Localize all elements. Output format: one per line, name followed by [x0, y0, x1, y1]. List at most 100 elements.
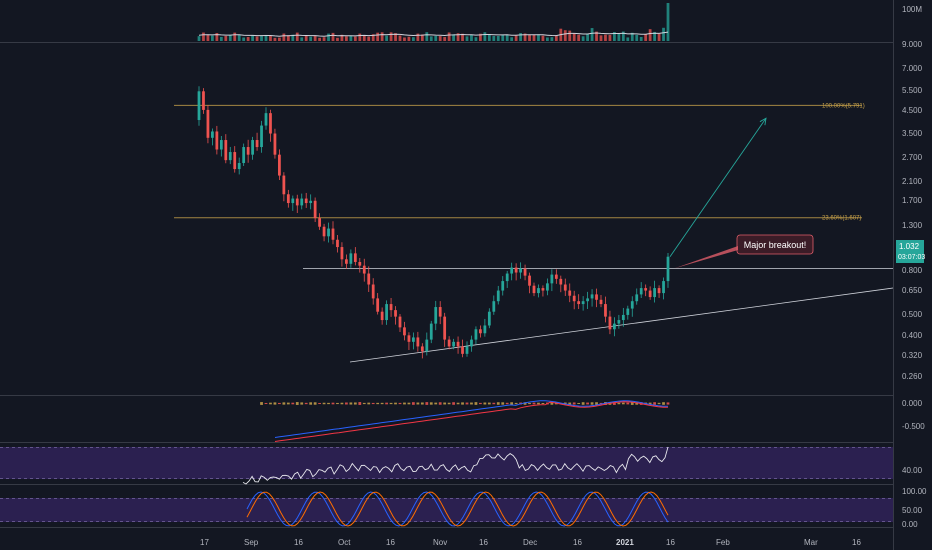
macd-bar — [340, 402, 344, 405]
candle-body — [635, 294, 639, 302]
macd-bar — [586, 402, 589, 405]
candle-body — [304, 198, 308, 204]
candle — [242, 143, 246, 166]
volume-bar — [626, 37, 630, 41]
volume-bar — [425, 32, 429, 41]
candle — [514, 263, 518, 281]
macd-bar — [599, 402, 603, 405]
volume-bars — [197, 3, 670, 41]
candle — [282, 172, 286, 202]
macd-bar — [470, 402, 473, 405]
candle-body — [291, 198, 295, 204]
time-tick-year: 2021 — [616, 538, 634, 547]
candle — [532, 282, 536, 297]
candle-body — [438, 307, 442, 317]
volume-bar — [233, 32, 237, 41]
volume-bar — [398, 35, 402, 41]
macd-bar — [617, 402, 621, 405]
candle-body — [630, 301, 634, 309]
candle — [269, 109, 272, 142]
candle — [479, 325, 482, 338]
macd-bar — [537, 402, 540, 405]
macd-bar — [666, 402, 670, 405]
macd-bar — [492, 402, 496, 405]
candle — [528, 272, 531, 294]
candle — [648, 286, 652, 300]
candle-body — [242, 147, 246, 164]
candle-body — [394, 310, 397, 317]
fib-levels: 100.00%(5.791) 23.60%(1.607) — [174, 103, 865, 222]
macd-bar — [425, 402, 429, 405]
volume-bar — [269, 36, 272, 41]
price-axis[interactable]: 100M 9.000 7.000 5.500 4.500 3.500 2.700… — [896, 5, 927, 529]
candle — [286, 189, 290, 208]
volume-bar — [613, 32, 616, 41]
candle — [523, 264, 527, 281]
current-price-badge — [896, 240, 924, 263]
candle — [550, 269, 554, 292]
candle-body — [202, 91, 205, 110]
volume-bar — [331, 32, 335, 41]
candle-body — [429, 323, 433, 340]
price-tick: 7.000 — [902, 64, 923, 73]
macd-bar — [568, 402, 572, 405]
candle-body — [626, 308, 630, 315]
candle-body — [537, 288, 540, 294]
candle — [309, 194, 313, 210]
candle — [336, 234, 339, 253]
projection-arrow[interactable] — [669, 117, 767, 257]
macd-bar — [479, 402, 482, 405]
pane-separators — [0, 0, 894, 550]
candle-body — [613, 323, 616, 330]
macd-bar — [318, 402, 321, 405]
candle — [367, 266, 371, 292]
volume-bar — [407, 36, 411, 41]
candle — [617, 314, 621, 329]
time-axis[interactable]: 17 Sep 16 Oct 16 Nov 16 Dec 16 2021 16 F… — [200, 538, 861, 547]
macd-bar — [443, 402, 447, 405]
volume-bar — [483, 32, 487, 41]
rsi-axis-tick: 40.00 — [902, 466, 923, 475]
breakout-callout[interactable]: Major breakout! — [674, 234, 814, 269]
candle-body — [501, 281, 505, 291]
macd-bar — [577, 402, 581, 405]
current-price-label: 1.032 — [899, 242, 920, 251]
price-tick: 0.650 — [902, 286, 923, 295]
candle — [322, 223, 326, 242]
candle — [300, 193, 304, 210]
candle — [666, 252, 670, 288]
macd-axis-tick: 0.000 — [902, 399, 923, 408]
macd-bar — [438, 402, 442, 405]
candle — [465, 341, 469, 357]
candle — [604, 296, 607, 323]
macd-bar — [376, 402, 380, 405]
candle — [215, 125, 219, 155]
volume-bar — [246, 37, 250, 41]
macd-bar — [630, 402, 634, 405]
candle — [197, 86, 201, 126]
macd-bar — [461, 402, 464, 405]
candle — [608, 310, 612, 335]
macd-bar — [581, 402, 585, 405]
candle-body — [215, 131, 219, 150]
candle — [595, 288, 598, 308]
volume-bar — [644, 34, 648, 41]
candle-body — [295, 198, 299, 206]
rsi-line — [242, 446, 669, 485]
stoch-band — [0, 498, 893, 522]
volume-bar — [242, 37, 246, 41]
macd-bar — [398, 402, 402, 405]
volume-bar — [537, 34, 540, 41]
macd-bar — [429, 402, 433, 405]
candle — [572, 290, 576, 310]
stoch-axis-tick: 0.00 — [902, 520, 918, 529]
ascending-trendline[interactable] — [349, 287, 894, 363]
volume-bar — [371, 34, 375, 41]
volume-bar — [300, 37, 304, 41]
candle-body — [269, 113, 272, 134]
volume-bar — [420, 34, 424, 41]
candle — [470, 335, 473, 352]
candle — [412, 332, 415, 350]
macd-bar — [295, 402, 299, 405]
